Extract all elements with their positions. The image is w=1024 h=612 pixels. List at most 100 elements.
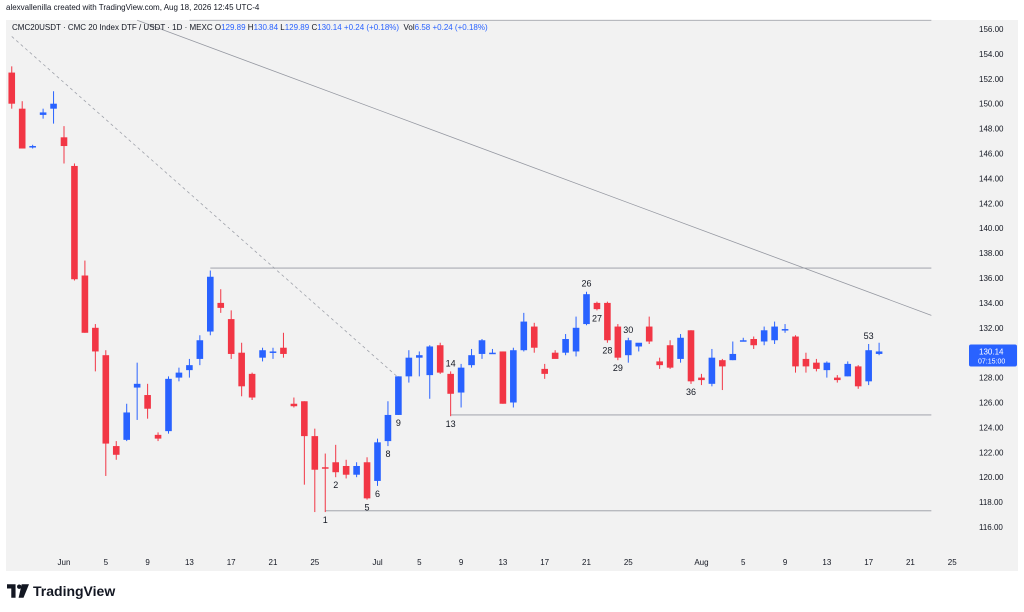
candle-body: [92, 327, 99, 352]
symbol-description[interactable]: CMC20USDT · CMC 20 Index DTF / USDT · 1D…: [12, 23, 213, 32]
candle: [875, 342, 883, 356]
candle: [677, 334, 684, 363]
x-tick-label: 21: [269, 558, 278, 567]
close-label: C: [311, 23, 318, 32]
candle-body: [81, 275, 89, 333]
chart-area[interactable]: 1 2 5 6 8 9 13 14 26 27 28 29 30 36 53 116.00 118.00 120…: [0, 16, 1024, 572]
x-tick-label: 25: [624, 558, 633, 567]
candle-body: [792, 336, 799, 367]
candle-body: [112, 446, 120, 455]
candle: [760, 326, 768, 346]
brand-name: TradingView: [33, 583, 116, 599]
y-tick-label: 146.00: [979, 150, 1004, 159]
candle-body: [154, 434, 162, 439]
candle: [311, 428, 319, 513]
candle: [666, 340, 674, 369]
symbol-legend[interactable]: CMC20USDT · CMC 20 Index DTF / USDT · 1D…: [12, 23, 488, 32]
candle-body: [186, 365, 193, 371]
y-tick-label: 126.00: [979, 399, 1004, 408]
close-value: 130.14: [317, 23, 342, 32]
wave-label: 13: [446, 419, 456, 429]
candle-body: [875, 351, 883, 354]
candle-body: [248, 373, 256, 398]
candle: [572, 316, 580, 357]
wave-label: 36: [686, 387, 696, 397]
x-tick-label: 9: [783, 558, 788, 567]
x-tick-label: 13: [185, 558, 194, 567]
candle: [353, 462, 360, 478]
wave-label: 26: [581, 279, 591, 289]
open-label: O: [214, 23, 222, 32]
candle-body: [290, 403, 298, 407]
candle: [635, 342, 643, 352]
wave-label: 8: [385, 449, 390, 459]
y-tick-label: 128.00: [979, 374, 1004, 383]
y-tick-label: 138.00: [979, 249, 1004, 258]
candle-body: [645, 326, 653, 342]
candle-body: [342, 465, 350, 475]
x-tick-label: 9: [145, 558, 150, 567]
chart-credit: alexvallenilla created with TradingView.…: [6, 3, 260, 12]
candle: [447, 371, 454, 417]
high-label: H: [247, 23, 254, 32]
wave-label: 14: [446, 358, 456, 368]
candle: [687, 330, 695, 384]
candle: [698, 373, 705, 386]
y-tick-label: 142.00: [979, 199, 1004, 208]
candle: [551, 350, 559, 359]
candle-body: [739, 340, 747, 342]
tradingview-logo-icon: [7, 584, 29, 598]
candle-body: [698, 377, 705, 381]
candle-body: [562, 339, 569, 353]
candle: [781, 324, 789, 333]
candle-body: [635, 342, 643, 347]
x-tick-label: 5: [104, 558, 109, 567]
low-value: 129.89: [284, 23, 310, 32]
candle-body: [123, 412, 130, 440]
candle-body: [834, 377, 841, 381]
candle: [510, 347, 517, 408]
candle: [739, 337, 747, 342]
candle: [50, 91, 57, 124]
candle-body: [144, 395, 151, 409]
candle: [865, 343, 872, 386]
candle: [112, 441, 120, 460]
candle: [342, 459, 350, 479]
candle: [280, 332, 287, 358]
last-price-value: 130.14: [979, 347, 1004, 356]
candle-body: [844, 363, 852, 377]
candle-body: [217, 302, 225, 308]
x-tick-label: 25: [310, 558, 319, 567]
candle-body: [541, 368, 548, 374]
candle: [29, 144, 36, 149]
candle: [363, 457, 371, 500]
wave-label: 28: [602, 346, 612, 356]
candle-body: [625, 340, 632, 356]
downtrend-line: [137, 19, 932, 316]
candle: [478, 339, 486, 359]
candle-body: [384, 414, 392, 442]
x-tick-label: 21: [582, 558, 591, 567]
candle: [332, 444, 339, 478]
candle-body: [311, 436, 319, 470]
x-tick-label: 9: [459, 558, 464, 567]
candle-body: [457, 367, 465, 393]
candle: [614, 324, 622, 361]
brand-footer[interactable]: TradingView: [7, 583, 115, 599]
candle-body: [499, 351, 507, 404]
candle: [813, 358, 820, 372]
candle: [562, 334, 569, 356]
candle-body: [133, 383, 141, 388]
y-tick-label: 134.00: [979, 299, 1004, 308]
candle: [395, 376, 402, 415]
dashed-trend-line: [11, 36, 399, 378]
candle: [656, 357, 663, 369]
candle-body: [530, 326, 538, 348]
y-tick-label: 124.00: [979, 423, 1004, 432]
candle-body: [18, 108, 26, 149]
time-axis: Jun 5 9 13 17 21 25 Jul 5 9 13 17 21 25 Aug 5 9 13 17 21 25: [58, 558, 958, 567]
candle: [771, 321, 778, 344]
candle: [719, 358, 726, 391]
candle: [290, 397, 298, 408]
